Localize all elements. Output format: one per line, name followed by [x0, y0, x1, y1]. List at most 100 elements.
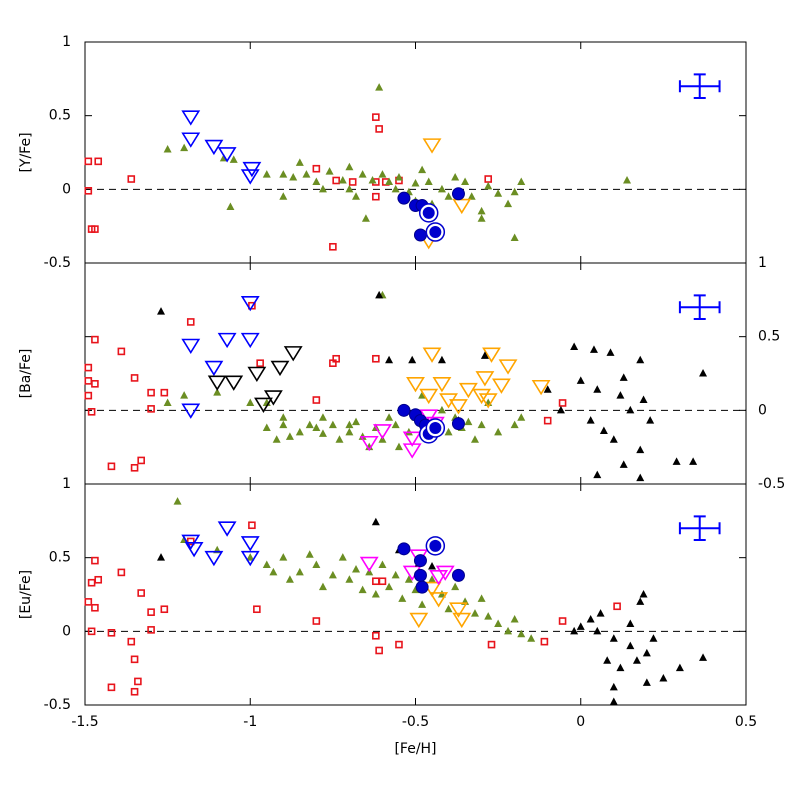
- point: [596, 609, 605, 617]
- point: [359, 435, 379, 452]
- point: [606, 348, 615, 356]
- point: [312, 617, 321, 625]
- point: [345, 420, 354, 429]
- point: [345, 184, 354, 193]
- point: [372, 113, 380, 121]
- point: [279, 170, 288, 178]
- point: [283, 346, 303, 362]
- point: [451, 187, 465, 201]
- point: [623, 175, 632, 184]
- point: [269, 567, 278, 576]
- point: [262, 560, 271, 569]
- point: [345, 427, 354, 436]
- point: [279, 420, 288, 429]
- point: [130, 463, 139, 472]
- point: [419, 388, 439, 405]
- point: [338, 553, 347, 561]
- point: [371, 517, 380, 526]
- point: [368, 175, 377, 184]
- point: [372, 192, 380, 201]
- point: [348, 178, 357, 186]
- point: [279, 413, 288, 421]
- y-tick-label: 0.5: [758, 329, 780, 345]
- point: [646, 416, 655, 424]
- point: [659, 673, 668, 682]
- point: [510, 420, 519, 429]
- point: [84, 157, 93, 166]
- point: [510, 615, 519, 623]
- point: [699, 369, 708, 377]
- error-bar-y: [693, 73, 706, 99]
- point: [302, 170, 311, 178]
- point: [372, 631, 380, 640]
- point: [558, 617, 567, 625]
- point: [240, 295, 260, 312]
- point: [675, 663, 684, 672]
- point: [444, 427, 453, 436]
- point: [84, 377, 93, 385]
- point: [147, 405, 155, 413]
- point: [359, 556, 379, 573]
- point: [372, 354, 380, 363]
- point: [632, 656, 641, 664]
- point: [94, 157, 103, 166]
- point: [589, 345, 598, 353]
- point: [371, 590, 380, 598]
- point: [699, 653, 708, 661]
- point: [437, 355, 446, 364]
- point: [127, 637, 136, 646]
- point: [240, 332, 260, 349]
- point: [329, 359, 337, 367]
- point: [181, 403, 201, 419]
- point: [279, 553, 288, 561]
- point: [394, 442, 403, 451]
- point: [242, 161, 262, 178]
- point: [204, 550, 224, 567]
- point: [428, 562, 437, 570]
- point: [256, 359, 264, 367]
- point: [397, 403, 411, 417]
- point: [295, 427, 304, 436]
- point: [186, 318, 195, 326]
- y-tick-label: 0: [62, 181, 71, 197]
- point: [87, 627, 96, 636]
- point: [375, 290, 384, 299]
- point: [394, 173, 403, 181]
- point: [94, 575, 103, 584]
- point: [517, 413, 526, 421]
- point: [428, 575, 437, 583]
- point: [472, 388, 492, 405]
- point: [378, 577, 387, 586]
- point: [484, 175, 493, 183]
- y-tick-label: 0.5: [49, 108, 71, 124]
- x-tick-label: 0: [576, 714, 585, 730]
- plot-frame: [84, 483, 747, 706]
- point: [639, 590, 648, 598]
- point: [365, 442, 374, 451]
- point-core: [429, 422, 442, 435]
- y-tick-label: -0.5: [44, 255, 71, 271]
- point: [603, 656, 612, 664]
- point: [487, 640, 496, 649]
- point: [435, 565, 455, 581]
- point: [531, 379, 551, 396]
- y-tick-label: 1: [62, 34, 71, 50]
- x-tick-label: -1: [243, 714, 257, 730]
- point: [570, 342, 579, 350]
- point: [593, 470, 602, 479]
- point: [385, 413, 394, 421]
- point: [262, 423, 271, 432]
- point: [593, 626, 602, 635]
- point: [404, 575, 413, 583]
- point: [352, 192, 361, 200]
- point: [147, 626, 155, 634]
- point: [491, 378, 511, 394]
- point: [437, 590, 446, 598]
- point: [335, 435, 344, 443]
- point: [498, 359, 518, 375]
- point: [270, 360, 290, 377]
- point: [117, 347, 126, 356]
- point: [91, 556, 99, 565]
- point: [639, 395, 648, 404]
- point: [180, 391, 189, 399]
